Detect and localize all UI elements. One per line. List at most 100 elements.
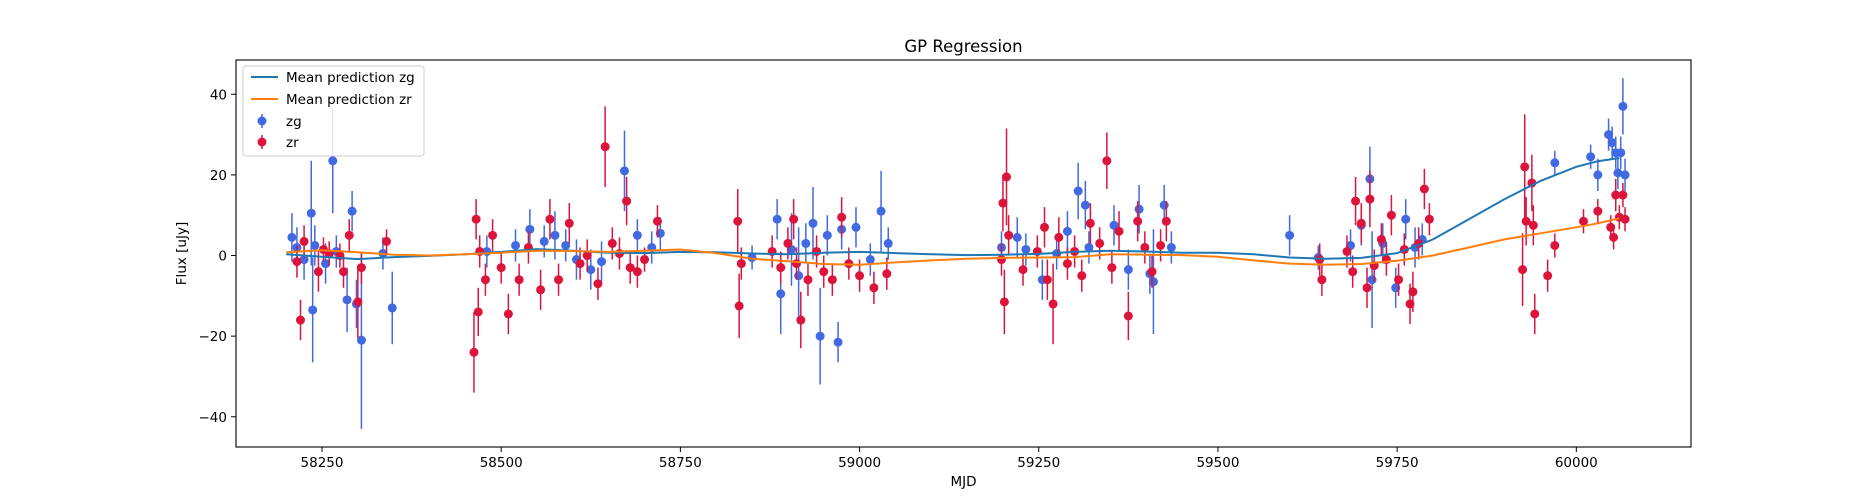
y-tick-label: 20	[210, 168, 227, 184]
data-point-zr	[1114, 226, 1124, 236]
data-point-zg	[808, 218, 818, 228]
data-point-zr	[1018, 265, 1028, 275]
data-point-zg	[1620, 170, 1630, 180]
data-point-zr	[1543, 271, 1553, 281]
data-point-zg	[511, 240, 521, 250]
data-point-zg	[1123, 265, 1133, 275]
data-point-zr	[496, 263, 506, 273]
data-point-zr	[480, 275, 490, 285]
data-point-zr	[339, 267, 349, 277]
y-tick-label: 40	[210, 87, 227, 103]
data-point-zg	[619, 166, 629, 176]
data-point-zr	[1530, 309, 1540, 319]
data-point-zg	[1166, 242, 1176, 252]
x-tick-label: 58250	[301, 455, 344, 471]
data-point-zg	[833, 337, 843, 347]
mean-prediction-line-zr	[286, 217, 1620, 266]
data-point-zr	[1317, 275, 1327, 285]
data-point-zr	[313, 267, 323, 277]
data-point-zr	[593, 279, 603, 289]
chart-title: GP Regression	[904, 37, 1022, 56]
data-point-zr	[1611, 190, 1621, 200]
data-point-zr	[1123, 311, 1133, 321]
data-point-zr	[1147, 267, 1157, 277]
data-point-zg	[1618, 101, 1628, 111]
x-tick-label: 59500	[1196, 455, 1239, 471]
data-point-zr	[869, 283, 879, 293]
data-point-zr	[1419, 184, 1429, 194]
data-point-zr	[554, 275, 564, 285]
data-point-zr	[791, 259, 801, 269]
data-point-zg	[865, 255, 875, 265]
data-point-zg	[876, 206, 886, 216]
data-point-zr	[996, 255, 1006, 265]
data-point-zr	[1394, 275, 1404, 285]
x-tick-label: 60000	[1555, 455, 1598, 471]
data-point-zr	[1039, 222, 1049, 232]
data-point-zr	[783, 238, 793, 248]
data-point-zr	[1004, 230, 1014, 240]
data-point-zr	[1405, 299, 1415, 309]
data-point-zg	[815, 331, 825, 341]
legend-marker-zr	[257, 137, 267, 147]
data-point-zr	[488, 230, 498, 240]
legend-label-zr-line: Mean prediction zr	[286, 92, 412, 108]
data-point-zg	[794, 271, 804, 281]
data-point-zr	[640, 255, 650, 265]
data-point-zg	[1604, 130, 1614, 140]
data-point-zg	[525, 224, 535, 234]
data-point-zr	[1054, 232, 1064, 242]
data-point-zr	[1362, 283, 1372, 293]
data-point-zr	[625, 263, 635, 273]
data-point-zr	[1618, 190, 1628, 200]
data-point-zr	[1386, 210, 1396, 220]
x-axis-label: MJD	[950, 474, 976, 490]
x-tick-label: 59000	[838, 455, 881, 471]
data-point-zr	[473, 307, 483, 317]
data-point-zr	[1042, 275, 1052, 285]
data-point-zr	[607, 238, 617, 248]
data-point-zr	[356, 263, 366, 273]
axes-frame	[235, 59, 1692, 448]
data-point-zr	[819, 267, 829, 277]
data-point-zg	[1159, 200, 1169, 210]
data-point-zr	[564, 218, 574, 228]
data-point-zr	[582, 251, 592, 261]
data-point-zg	[1401, 214, 1411, 224]
data-point-zr	[1376, 234, 1386, 244]
data-point-zg	[387, 303, 397, 313]
legend-marker-zg	[257, 116, 267, 126]
data-point-zg	[539, 236, 549, 246]
x-tick-label: 59250	[1017, 455, 1060, 471]
data-point-zr	[1107, 263, 1117, 273]
mean-prediction-line-zg	[286, 157, 1620, 261]
data-point-zr	[827, 275, 837, 285]
data-point-zr	[632, 267, 642, 277]
data-point-zg	[822, 230, 832, 240]
data-point-zg	[1148, 277, 1158, 287]
data-point-zr	[1365, 194, 1375, 204]
data-point-zr	[812, 246, 822, 256]
data-point-zr	[545, 214, 555, 224]
data-point-zr	[575, 259, 585, 269]
data-point-zr	[1356, 218, 1366, 228]
x-axis: 58250 58500 58750 59000 59250 59500 59750 60000	[301, 447, 1598, 471]
data-point-zr	[536, 285, 546, 295]
data-point-zr	[1521, 216, 1531, 226]
data-point-zg	[1080, 200, 1090, 210]
data-point-zg	[1613, 168, 1623, 178]
data-point-zr	[1606, 222, 1616, 232]
data-point-zr	[1351, 196, 1361, 206]
data-point-zr	[344, 230, 354, 240]
data-point-zg	[1073, 186, 1083, 196]
data-point-zg	[1367, 275, 1377, 285]
data-point-zg	[550, 230, 560, 240]
data-point-zg	[1134, 204, 1144, 214]
data-point-zr	[292, 257, 302, 267]
data-point-zg	[851, 222, 861, 232]
data-point-zg	[1616, 148, 1626, 158]
data-point-zg	[342, 295, 352, 305]
data-point-zr	[1408, 287, 1418, 297]
legend-label-zg: zg	[286, 114, 302, 130]
